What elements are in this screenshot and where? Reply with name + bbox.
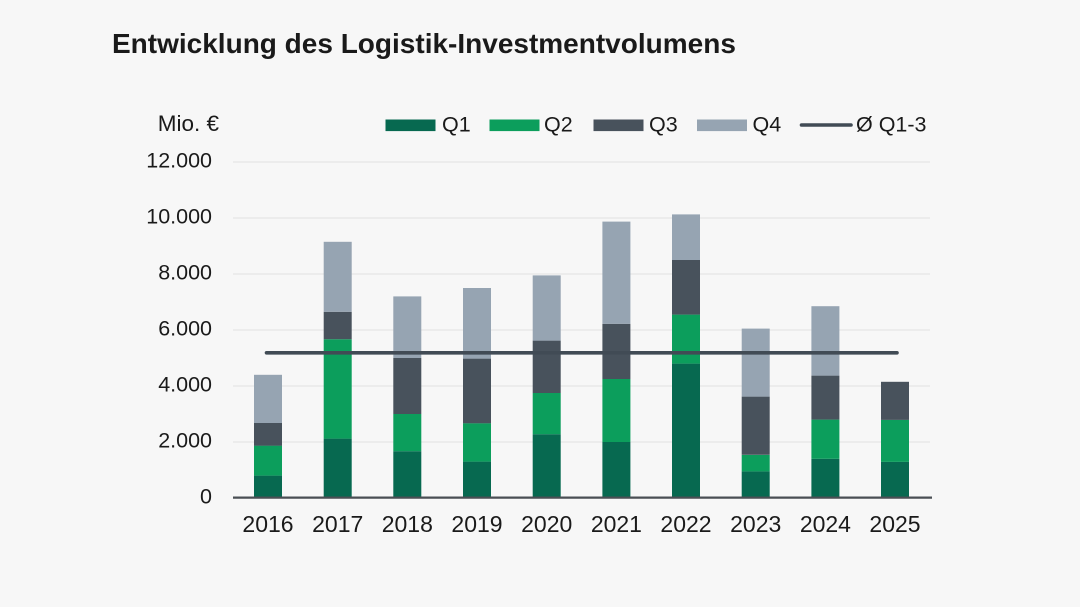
svg-text:2016: 2016 — [242, 511, 293, 537]
svg-text:8.000: 8.000 — [158, 261, 212, 285]
svg-text:6.000: 6.000 — [158, 317, 212, 341]
svg-text:2023: 2023 — [730, 511, 781, 537]
svg-text:2024: 2024 — [800, 511, 851, 537]
svg-text:2019: 2019 — [451, 511, 502, 537]
svg-text:2025: 2025 — [869, 511, 920, 537]
svg-text:4.000: 4.000 — [158, 373, 212, 397]
svg-text:2018: 2018 — [382, 511, 433, 537]
svg-text:2020: 2020 — [521, 511, 572, 537]
svg-text:Ø Q1-3: Ø Q1-3 — [856, 113, 927, 137]
svg-text:2017: 2017 — [312, 511, 363, 537]
svg-text:Mio. €: Mio. € — [158, 111, 220, 136]
svg-text:2021: 2021 — [591, 511, 642, 537]
svg-text:12.000: 12.000 — [146, 149, 212, 173]
svg-text:Q4: Q4 — [753, 113, 782, 137]
svg-text:Entwicklung des Logistik-Inves: Entwicklung des Logistik-Investmentvolum… — [112, 28, 736, 59]
svg-text:2022: 2022 — [660, 511, 711, 537]
svg-text:Q3: Q3 — [649, 113, 678, 137]
svg-text:0: 0 — [200, 485, 212, 509]
svg-text:10.000: 10.000 — [146, 205, 212, 229]
svg-text:2.000: 2.000 — [158, 429, 212, 453]
svg-text:Q2: Q2 — [544, 113, 573, 137]
svg-text:Q1: Q1 — [442, 113, 471, 137]
